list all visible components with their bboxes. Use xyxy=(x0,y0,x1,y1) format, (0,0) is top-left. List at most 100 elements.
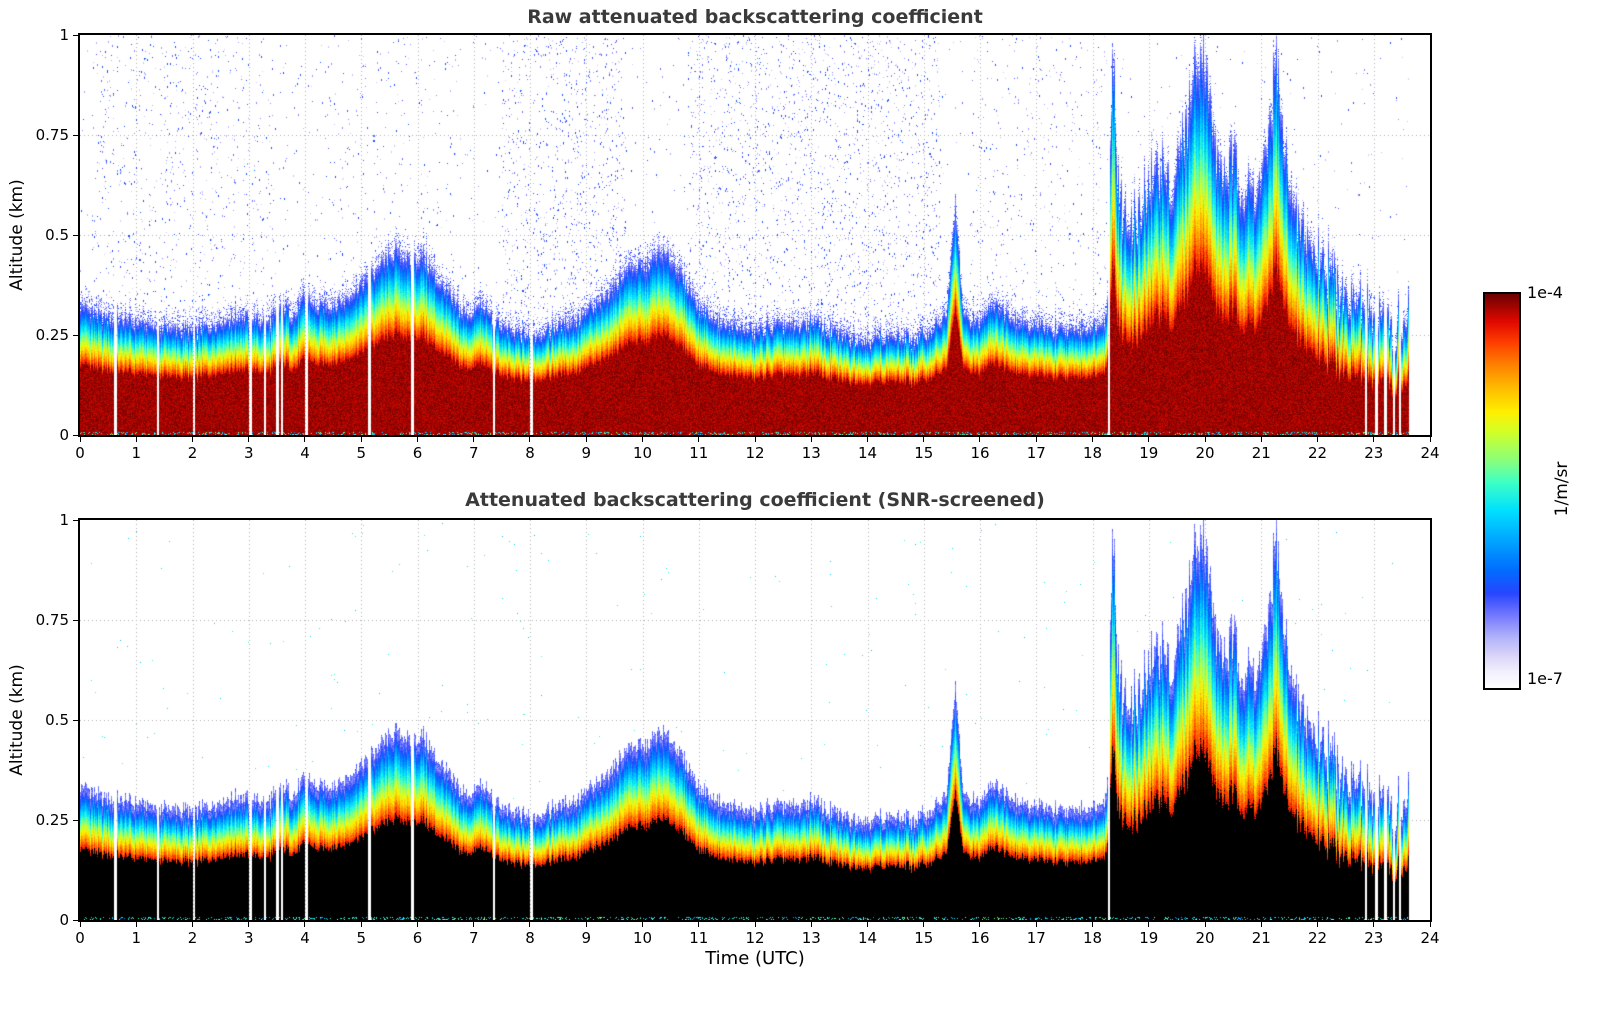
colorbar-units-label: 1/m/sr xyxy=(1552,461,1572,517)
y-tick-label: 0 xyxy=(59,911,69,929)
x-tick-label: 7 xyxy=(468,929,479,947)
screened-heatmap-canvas xyxy=(80,520,1430,920)
x-tick-label: 18 xyxy=(1082,929,1103,947)
x-tick-label: 18 xyxy=(1082,444,1103,462)
y-tick-mark xyxy=(73,34,78,36)
x-tick-label: 22 xyxy=(1307,929,1328,947)
y-tick-label: 0.75 xyxy=(35,126,69,144)
x-tick-label: 23 xyxy=(1364,444,1384,462)
x-tick-label: 9 xyxy=(581,929,592,947)
x-tick-label: 17 xyxy=(1026,444,1046,462)
x-tick-mark xyxy=(79,922,81,927)
x-tick-label: 23 xyxy=(1364,929,1384,947)
x-tick-label: 5 xyxy=(356,444,367,462)
x-tick-label: 6 xyxy=(412,929,423,947)
screened-panel-title: Attenuated backscattering coefficient (S… xyxy=(465,489,1045,511)
colorbar-min-label: 1e-7 xyxy=(1527,669,1563,688)
x-tick-mark xyxy=(473,437,475,442)
y-tick-label: 1 xyxy=(59,26,69,44)
raw-plot-area xyxy=(78,33,1432,437)
y-tick-mark xyxy=(73,619,78,621)
x-tick-mark xyxy=(1148,922,1150,927)
colorbar xyxy=(1483,292,1521,690)
x-tick-mark xyxy=(529,437,531,442)
x-tick-mark xyxy=(867,922,868,927)
x-tick-mark xyxy=(1260,437,1262,442)
x-tick-mark xyxy=(1429,437,1431,442)
x-tick-label: 1 xyxy=(131,444,142,462)
x-tick-mark xyxy=(698,922,700,927)
x-tick-label: 19 xyxy=(1139,444,1159,462)
x-tick-label: 20 xyxy=(1195,444,1215,462)
x-tick-mark xyxy=(923,437,925,442)
y-tick-label: 0.75 xyxy=(35,611,69,629)
x-tick-mark xyxy=(585,437,587,442)
x-tick-label: 4 xyxy=(300,929,310,947)
x-tick-mark xyxy=(1092,922,1093,927)
screened-y-axis: 0 0.25 0.5 0.75 1 xyxy=(28,511,78,929)
x-tick-mark xyxy=(810,922,812,927)
x-tick-mark xyxy=(360,922,362,927)
x-tick-mark xyxy=(1204,922,1206,927)
x-tick-mark xyxy=(1373,437,1375,442)
x-tick-label: 12 xyxy=(745,444,765,462)
x-tick-label: 13 xyxy=(801,444,821,462)
y-tick-mark xyxy=(73,519,78,521)
x-tick-mark xyxy=(1148,437,1150,442)
x-tick-mark xyxy=(1260,922,1262,927)
y-tick-mark xyxy=(73,919,78,921)
y-tick-label: 0.5 xyxy=(45,226,69,244)
screened-x-axis: 0 1 2 3 4 5 6 7 8 9 10 11 12 13 14 15 16 17 18 19 20 21 22 23 24 xyxy=(75,922,1440,950)
x-tick-label: 21 xyxy=(1251,444,1271,462)
colorbar-canvas xyxy=(1485,294,1519,688)
y-tick-label: 0.5 xyxy=(45,711,69,729)
x-tick-label: 2 xyxy=(187,929,198,947)
y-tick-mark xyxy=(73,819,78,821)
x-tick-label: 10 xyxy=(632,444,653,462)
y-tick-mark xyxy=(73,234,78,236)
x-tick-mark xyxy=(867,437,868,442)
x-tick-label: 9 xyxy=(581,444,592,462)
x-tick-mark xyxy=(923,922,925,927)
x-tick-mark xyxy=(979,437,981,442)
x-tick-label: 11 xyxy=(689,929,709,947)
x-tick-mark xyxy=(304,922,306,927)
x-axis-label: Time (UTC) xyxy=(705,948,805,969)
x-tick-label: 12 xyxy=(745,929,765,947)
x-tick-label: 14 xyxy=(857,929,878,947)
x-tick-label: 0 xyxy=(75,444,85,462)
x-tick-mark xyxy=(1035,922,1037,927)
raw-panel-title: Raw attenuated backscattering coefficien… xyxy=(527,6,983,28)
x-tick-label: 8 xyxy=(525,444,535,462)
x-tick-label: 7 xyxy=(468,444,479,462)
x-tick-label: 10 xyxy=(632,929,653,947)
y-tick-mark xyxy=(73,434,78,436)
raw-heatmap-canvas xyxy=(80,35,1430,435)
x-tick-mark xyxy=(754,922,756,927)
x-tick-mark xyxy=(191,922,193,927)
x-tick-label: 2 xyxy=(187,444,198,462)
y-tick-label: 0.25 xyxy=(35,326,69,344)
x-tick-mark xyxy=(1373,922,1375,927)
y-tick-label: 0 xyxy=(59,426,69,444)
y-tick-mark xyxy=(73,134,78,136)
x-tick-label: 4 xyxy=(300,444,310,462)
x-tick-mark xyxy=(1429,922,1431,927)
x-tick-mark xyxy=(810,437,812,442)
x-tick-label: 16 xyxy=(970,929,990,947)
x-tick-mark xyxy=(979,922,981,927)
y-tick-mark xyxy=(73,334,78,336)
x-tick-mark xyxy=(1317,437,1318,442)
x-tick-label: 3 xyxy=(243,444,254,462)
x-tick-label: 17 xyxy=(1026,929,1046,947)
x-tick-mark xyxy=(473,922,475,927)
x-tick-mark xyxy=(135,437,137,442)
screened-plot-area xyxy=(78,518,1432,922)
x-tick-mark xyxy=(191,437,193,442)
x-tick-label: 20 xyxy=(1195,929,1215,947)
x-tick-mark xyxy=(642,922,643,927)
colorbar-max-label: 1e-4 xyxy=(1527,283,1563,302)
x-tick-mark xyxy=(248,437,250,442)
x-tick-mark xyxy=(698,437,700,442)
x-tick-mark xyxy=(417,437,418,442)
